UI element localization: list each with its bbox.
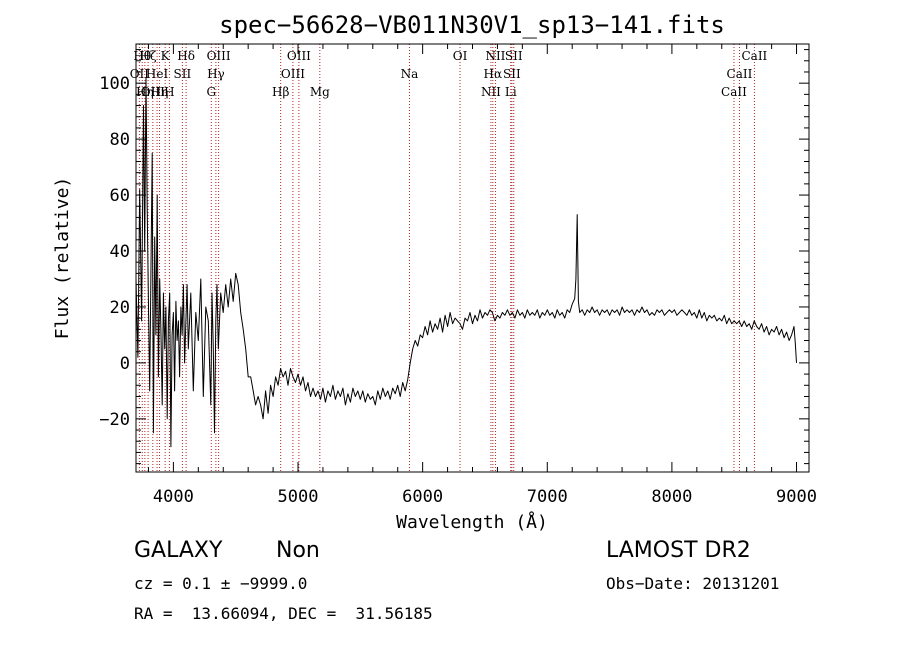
- emission-line-label: Hγ: [207, 67, 225, 81]
- emission-line-label: Hθ: [133, 49, 151, 63]
- y-tick-label: 40: [110, 242, 130, 262]
- emission-line-label: Hδ: [177, 49, 195, 63]
- emission-line-label: OI: [453, 49, 468, 63]
- object-subclass: Non: [276, 538, 320, 563]
- chart-title: spec−56628−VB011N30V1_sp13−141.fits: [219, 11, 725, 39]
- emission-line-label: CaII: [721, 85, 747, 99]
- emission-line-label: Na: [401, 67, 419, 81]
- emission-line-label: K: [161, 49, 171, 63]
- emission-line-label: Hα: [484, 67, 503, 81]
- y-tick-label: 100: [99, 74, 130, 94]
- axis-ticks: 4000 5000 6000 7000 8000 9000 −20 0 20 40 60 80 100: [99, 44, 817, 507]
- plot-frame: [135, 43, 810, 473]
- obs-date-text: Obs−Date: 20131201: [606, 574, 780, 593]
- y-tick-label: 60: [110, 186, 130, 206]
- emission-line-label: Li: [505, 85, 517, 99]
- survey-name: LAMOST DR2: [606, 538, 751, 563]
- emission-line-label: SII: [505, 49, 523, 63]
- emission-line-label: Hβ: [272, 85, 289, 99]
- emission-line-label: OII: [130, 67, 150, 81]
- x-axis-label: Wavelength (Å): [396, 511, 548, 533]
- x-tick-label: 6000: [402, 487, 443, 507]
- emission-line-label: G: [206, 85, 216, 99]
- x-tick-label: 9000: [776, 487, 817, 507]
- emission-line-labels: OIIHθHηHζOIIIHeIHηKHSIIHδGHγOIIIHβOIIIOI…: [130, 49, 768, 99]
- emission-line-label: SII: [503, 67, 521, 81]
- emission-line-label: OIII: [281, 67, 305, 81]
- y-tick-label: 80: [110, 130, 130, 150]
- emission-line-markers: [138, 44, 755, 472]
- x-tick-label: 7000: [527, 487, 568, 507]
- emission-line-label: Hζ: [140, 49, 157, 63]
- emission-line-label: OIII: [287, 49, 311, 63]
- emission-line-label: Mg: [310, 85, 330, 99]
- x-tick-label: 8000: [651, 487, 692, 507]
- y-axis-label: Flux (relative): [52, 177, 73, 340]
- y-tick-label: 0: [120, 354, 130, 374]
- emission-line-label: HeI: [146, 67, 169, 81]
- emission-line-label: NII: [485, 49, 505, 63]
- emission-line-label: SII: [174, 67, 192, 81]
- emission-line-label: NII: [481, 85, 501, 99]
- coordinates-text: RA = 13.66094, DEC = 31.56185: [134, 604, 433, 623]
- y-tick-label: −20: [99, 410, 130, 430]
- y-tick-label: 20: [110, 298, 130, 318]
- emission-line-label: CaII: [741, 49, 767, 63]
- emission-line-label: H: [164, 85, 174, 99]
- spectrum-series-line: [135, 77, 797, 448]
- emission-line-label: OIII: [207, 49, 231, 63]
- emission-line-label: CaII: [727, 67, 753, 81]
- emission-line-label: Hη: [151, 85, 169, 99]
- redshift-text: cz = 0.1 ± −9999.0: [134, 574, 308, 593]
- x-tick-label: 5000: [278, 487, 319, 507]
- emission-line-label: Hη: [136, 85, 154, 99]
- object-class: GALAXY: [134, 538, 223, 563]
- x-tick-label: 4000: [153, 487, 194, 507]
- emission-line-label: OIII: [141, 85, 165, 99]
